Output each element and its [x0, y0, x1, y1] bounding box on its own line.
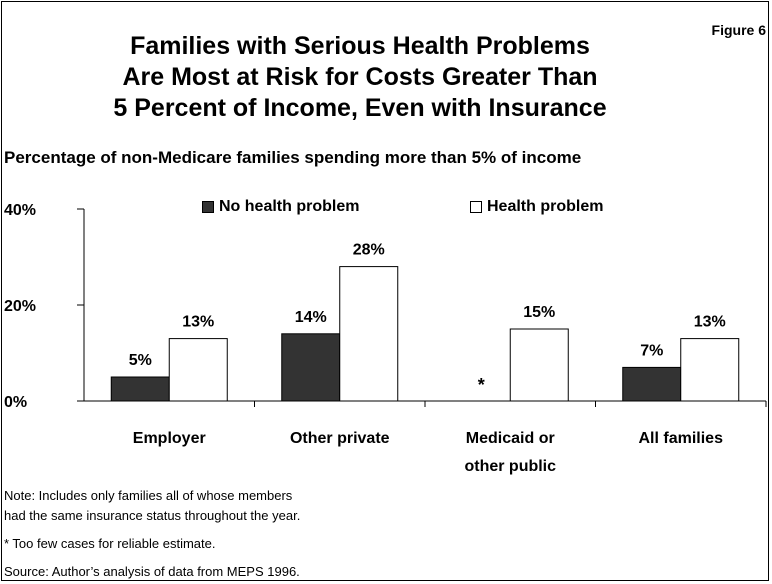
note-line: had the same insurance status throughout… [4, 508, 301, 523]
chart-title: Families with Serious Health Problems Ar… [40, 31, 680, 124]
legend-swatch-dark [202, 201, 214, 213]
asterisk-note: * Too few cases for reliable estimate. [4, 536, 216, 551]
y-tick-label: 0% [4, 394, 27, 411]
y-tick-label: 20% [4, 298, 36, 315]
note-line: Note: Includes only families all of whos… [4, 488, 293, 503]
bar [110, 376, 170, 402]
category-label: Other private [290, 430, 390, 447]
y-tick-label: 40% [4, 202, 36, 219]
bar [680, 338, 740, 402]
category-label: Employer [133, 430, 206, 447]
category-label: other public [464, 458, 556, 475]
bar [339, 266, 399, 402]
bar [281, 333, 341, 402]
legend-item-no-health-problem: No health problem [202, 198, 359, 216]
chart-notes: Note: Includes only families all of whos… [4, 486, 300, 582]
bar [622, 366, 682, 402]
legend-label: Health problem [487, 198, 604, 215]
figure-label: Figure 6 [711, 22, 766, 38]
data-label: 15% [523, 304, 555, 321]
data-label: 28% [353, 242, 385, 259]
title-line: 5 Percent of Income, Even with Insurance [113, 94, 607, 122]
legend-item-health-problem: Health problem [470, 198, 603, 216]
bar [168, 338, 228, 402]
title-line: Families with Serious Health Problems [130, 32, 590, 60]
data-label: 13% [182, 314, 214, 331]
legend-label: No health problem [219, 198, 360, 215]
title-line: Are Most at Risk for Costs Greater Than [122, 63, 598, 91]
category-label: All families [639, 430, 724, 447]
data-label: 5% [129, 352, 152, 369]
data-label: * [478, 375, 485, 395]
legend-swatch-white [470, 201, 482, 213]
bar [509, 328, 569, 402]
data-label: 13% [694, 314, 726, 331]
source-note: Source: Author’s analysis of data from M… [4, 564, 300, 579]
data-label: 14% [295, 309, 327, 326]
category-label: Medicaid or [466, 430, 555, 447]
chart-subtitle: Percentage of non-Medicare families spen… [4, 148, 582, 167]
data-label: 7% [640, 342, 663, 359]
